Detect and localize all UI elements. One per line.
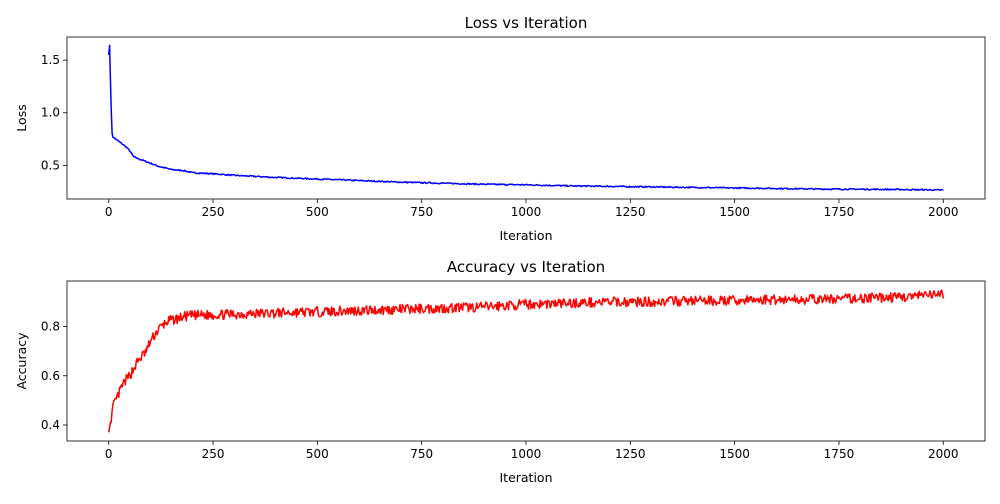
- accuracy-y-tick-label: 0.4: [41, 418, 60, 432]
- loss-x-tick-label: 1750: [824, 205, 855, 219]
- accuracy-y-axis-label: Accuracy: [14, 332, 29, 390]
- loss-x-tick-label: 500: [306, 205, 329, 219]
- accuracy-x-tick-label: 1750: [824, 447, 855, 461]
- accuracy-chart-title: Accuracy vs Iteration: [447, 258, 605, 276]
- loss-x-tick-label: 1250: [615, 205, 646, 219]
- accuracy-x-tick-label: 2000: [928, 447, 959, 461]
- accuracy-x-ticks: 0 250 500 750 1000 1250 1500 1750 2000: [105, 441, 959, 461]
- loss-x-axis-label: Iteration: [499, 228, 552, 243]
- accuracy-x-tick-label: 750: [410, 447, 433, 461]
- loss-chart-title: Loss vs Iteration: [465, 14, 588, 32]
- loss-y-axis-label: Loss: [14, 104, 29, 131]
- accuracy-y-tick-label: 0.8: [41, 320, 60, 334]
- loss-y-tick-label: 1.5: [41, 53, 60, 67]
- accuracy-x-axis-label: Iteration: [499, 470, 552, 485]
- loss-subplot: Loss vs Iteration 0 250 500 750 1000 1250 1500…: [14, 14, 986, 243]
- accuracy-x-tick-label: 500: [306, 447, 329, 461]
- accuracy-y-ticks: 0.4 0.6 0.8: [41, 320, 67, 432]
- accuracy-x-tick-label: 0: [105, 447, 113, 461]
- loss-y-tick-label: 1.0: [41, 106, 60, 120]
- loss-x-tick-label: 1000: [511, 205, 542, 219]
- loss-x-tick-label: 0: [105, 205, 113, 219]
- loss-plot-frame: [66, 36, 986, 200]
- loss-x-ticks: 0 250 500 750 1000 1250 1500 1750 2000: [105, 199, 959, 219]
- accuracy-subplot: Accuracy vs Iteration 0 250 500 750 1000 1250…: [14, 258, 986, 485]
- accuracy-x-tick-label: 1000: [511, 447, 542, 461]
- loss-series-line: [107, 44, 944, 192]
- loss-x-tick-label: 750: [410, 205, 433, 219]
- accuracy-y-tick-label: 0.6: [41, 369, 60, 383]
- loss-x-tick-label: 1500: [719, 205, 750, 219]
- accuracy-x-tick-label: 1500: [719, 447, 750, 461]
- accuracy-x-tick-label: 250: [202, 447, 225, 461]
- loss-x-tick-label: 250: [202, 205, 225, 219]
- loss-x-tick-label: 2000: [928, 205, 959, 219]
- accuracy-x-tick-label: 1250: [615, 447, 646, 461]
- loss-y-ticks: 0.5 1.0 1.5: [41, 53, 67, 172]
- loss-y-tick-label: 0.5: [41, 158, 60, 172]
- accuracy-series-line: [107, 289, 945, 433]
